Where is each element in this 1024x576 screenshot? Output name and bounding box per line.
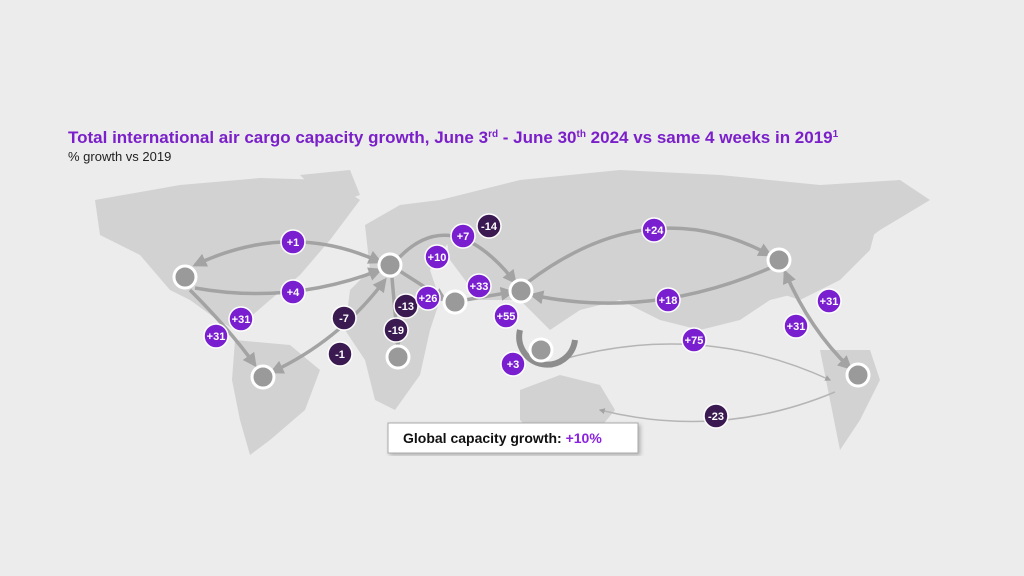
badge — [466, 273, 492, 299]
badge-label: +3 — [507, 359, 520, 371]
badge-label: +24 — [645, 225, 665, 237]
badge — [331, 305, 357, 331]
badge-label: -19 — [388, 325, 404, 337]
badge — [228, 306, 254, 332]
global-label: Global capacity growth: — [403, 430, 566, 446]
badge-label: +10 — [428, 252, 447, 264]
badge — [327, 341, 353, 367]
hub — [845, 362, 871, 388]
hub — [528, 337, 554, 363]
badge-label: +1 — [287, 237, 300, 249]
title-part: Total international air cargo capacity g… — [68, 128, 488, 147]
badge — [280, 229, 306, 255]
badge-label: -23 — [708, 411, 724, 423]
badge-label: +75 — [685, 335, 704, 347]
global-box-frame — [387, 422, 639, 454]
title-part: - June 30 — [498, 128, 576, 147]
title: Total international air cargo capacity g… — [68, 128, 839, 147]
badge — [493, 303, 519, 329]
badge — [641, 217, 667, 243]
badges: +1 +4 +31 +31 -7 -1 +10 +7 -14 -13 +26 +33 -19 +55 +3 +… — [203, 213, 842, 429]
badge — [681, 327, 707, 353]
title-part: 2024 vs same 4 weeks in 2019 — [586, 128, 833, 147]
badge — [203, 323, 229, 349]
global-value: +10% — [566, 430, 603, 446]
hub — [377, 252, 403, 278]
badge-label: +55 — [497, 311, 516, 323]
hub — [442, 289, 468, 315]
badge-label: +7 — [457, 231, 470, 243]
badge — [703, 403, 729, 429]
badge — [450, 223, 476, 249]
global-text: Global capacity growth: +10% — [403, 430, 602, 446]
badge — [393, 293, 419, 319]
subtitle: % growth vs 2019 — [68, 149, 171, 164]
badge-label: +31 — [232, 314, 251, 326]
badge — [280, 279, 306, 305]
badge-label: +31 — [820, 296, 839, 308]
title-sup: th — [576, 129, 585, 140]
title-sup: 1 — [833, 129, 839, 140]
hub — [172, 264, 198, 290]
badge — [476, 213, 502, 239]
badge-label: -13 — [398, 301, 414, 313]
badge-label: -14 — [481, 221, 498, 233]
badge-label: -1 — [335, 349, 345, 361]
badge — [655, 287, 681, 313]
badge — [500, 351, 526, 377]
badge-label: +31 — [787, 321, 806, 333]
badge-label: -7 — [339, 313, 349, 325]
badge-label: +18 — [659, 295, 678, 307]
badge — [383, 317, 409, 343]
hub — [508, 278, 534, 304]
badge — [783, 313, 809, 339]
title-sup: rd — [488, 129, 498, 140]
badge-label: +33 — [470, 281, 489, 293]
hub — [250, 364, 276, 390]
badge-label: +31 — [207, 331, 226, 343]
hubs — [172, 247, 871, 390]
badge — [816, 288, 842, 314]
badge-label: +26 — [419, 293, 438, 305]
hub — [385, 344, 411, 370]
badge-label: +4 — [287, 287, 300, 299]
badge — [424, 244, 450, 270]
badge — [415, 285, 441, 311]
global-box: Global capacity growth: +10% — [387, 422, 639, 454]
hub — [766, 247, 792, 273]
